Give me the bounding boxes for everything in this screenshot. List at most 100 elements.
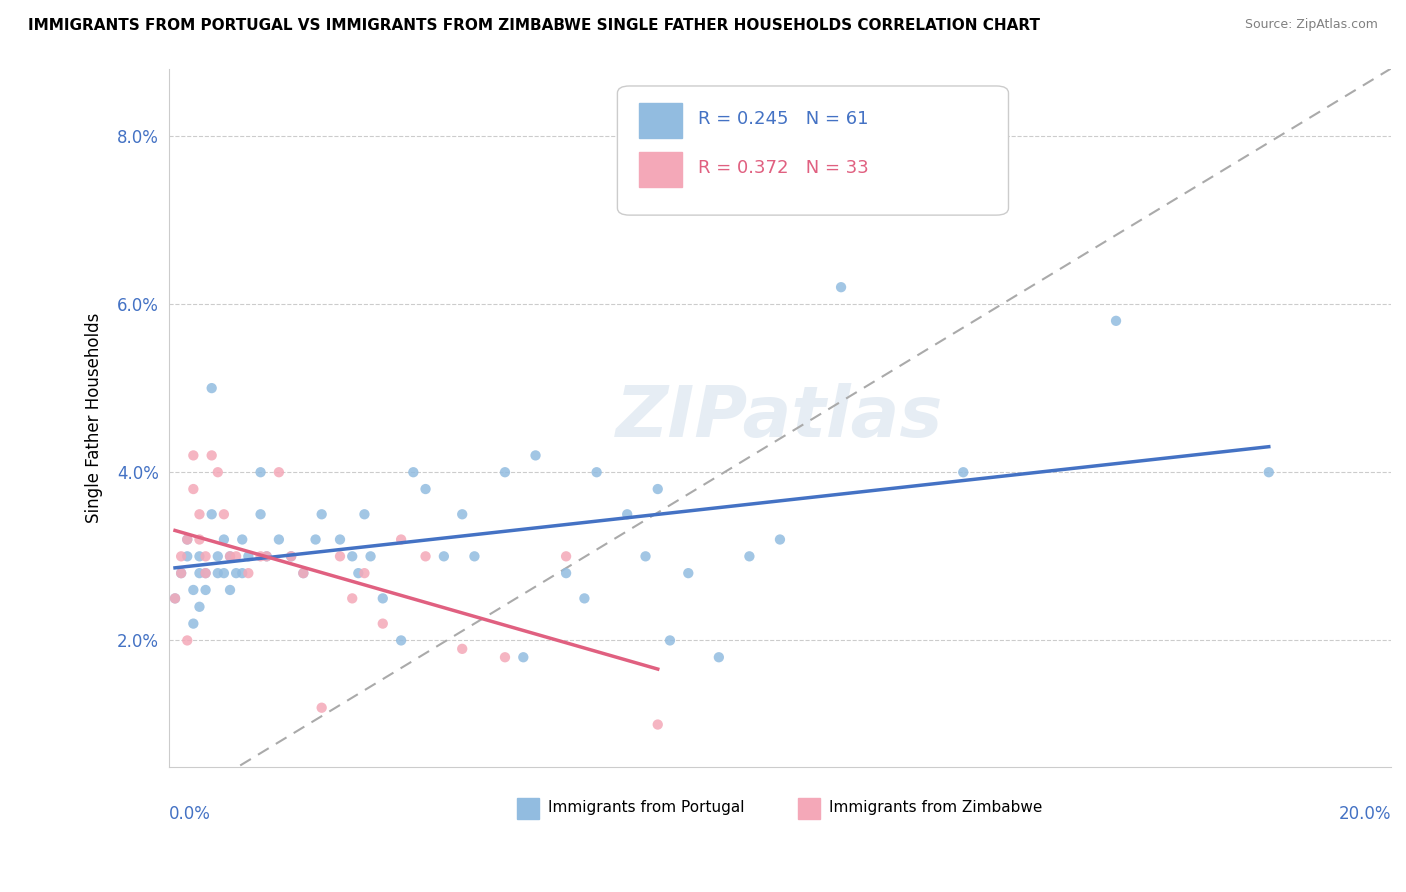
Point (170, 566, 193, 581)
Point (329, 533, 352, 547)
Point (342, 591, 364, 606)
Point (647, 482, 669, 496)
Point (616, 508, 638, 522)
Point (176, 533, 198, 547)
Point (238, 549, 260, 564)
Point (256, 549, 278, 564)
Point (238, 566, 260, 581)
Point (1257, 465, 1279, 479)
Point (555, 566, 578, 581)
Point (360, 549, 382, 564)
Point (188, 599, 211, 614)
Point (219, 582, 242, 597)
Point (389, 533, 412, 547)
Point (194, 582, 217, 597)
Point (225, 566, 247, 581)
Point (170, 566, 193, 581)
Point (659, 633, 682, 648)
Text: 0.0%: 0.0% (169, 805, 211, 823)
Point (329, 549, 352, 564)
Point (267, 533, 290, 547)
Point (194, 566, 217, 581)
Point (292, 566, 315, 581)
Text: Immigrants from Portugal: Immigrants from Portugal (548, 799, 744, 814)
Point (163, 591, 186, 606)
Point (212, 533, 235, 547)
Point (176, 533, 198, 547)
Point (249, 465, 271, 479)
Point (304, 533, 326, 547)
Point (219, 549, 242, 564)
Point (194, 566, 217, 581)
Point (311, 508, 333, 522)
Point (249, 549, 271, 564)
Point (371, 591, 394, 606)
Point (280, 549, 302, 564)
Point (1105, 314, 1128, 328)
Text: 20.0%: 20.0% (1339, 805, 1391, 823)
Point (207, 465, 229, 479)
Point (494, 465, 516, 479)
Point (678, 566, 700, 581)
Point (415, 549, 437, 564)
Point (451, 508, 474, 522)
Point (371, 616, 394, 631)
Point (494, 650, 516, 665)
Point (342, 549, 364, 564)
Point (188, 508, 211, 522)
Point (389, 633, 412, 648)
Point (183, 582, 205, 597)
Point (183, 449, 205, 463)
Point (555, 549, 578, 564)
Y-axis label: Single Father Households: Single Father Households (86, 312, 103, 523)
Point (952, 465, 974, 479)
Point (188, 533, 211, 547)
Point (201, 508, 224, 522)
Point (451, 641, 474, 656)
Point (353, 508, 375, 522)
Bar (640, 153, 682, 187)
Point (574, 591, 596, 606)
Point (207, 566, 229, 581)
Point (353, 566, 375, 581)
Point (212, 508, 235, 522)
Point (188, 549, 211, 564)
Point (207, 549, 229, 564)
Point (830, 280, 852, 294)
Point (201, 381, 224, 395)
Point (415, 482, 437, 496)
Point (183, 616, 205, 631)
Point (647, 717, 669, 731)
Point (524, 449, 547, 463)
Point (225, 549, 247, 564)
Point (183, 482, 205, 496)
Point (347, 566, 370, 581)
Point (585, 465, 607, 479)
Point (176, 633, 198, 648)
Point (769, 533, 792, 547)
FancyBboxPatch shape (617, 86, 1008, 215)
Point (311, 700, 333, 714)
Point (176, 549, 198, 564)
Bar (517, 798, 540, 819)
Point (249, 508, 271, 522)
Point (433, 549, 456, 564)
Point (212, 566, 235, 581)
Bar (799, 798, 820, 819)
Text: R = 0.372   N = 33: R = 0.372 N = 33 (697, 160, 869, 178)
Text: Source: ZipAtlas.com: Source: ZipAtlas.com (1244, 18, 1378, 31)
Point (738, 549, 761, 564)
Text: IMMIGRANTS FROM PORTUGAL VS IMMIGRANTS FROM ZIMBABWE SINGLE FATHER HOUSEHOLDS CO: IMMIGRANTS FROM PORTUGAL VS IMMIGRANTS F… (28, 18, 1040, 33)
Point (256, 549, 278, 564)
Point (267, 465, 290, 479)
Point (463, 549, 485, 564)
Point (194, 549, 217, 564)
Point (188, 566, 211, 581)
Bar (640, 103, 682, 138)
Point (219, 549, 242, 564)
Point (231, 566, 253, 581)
Point (163, 591, 186, 606)
Point (292, 566, 315, 581)
Text: Immigrants from Zimbabwe: Immigrants from Zimbabwe (830, 799, 1042, 814)
Point (512, 650, 534, 665)
